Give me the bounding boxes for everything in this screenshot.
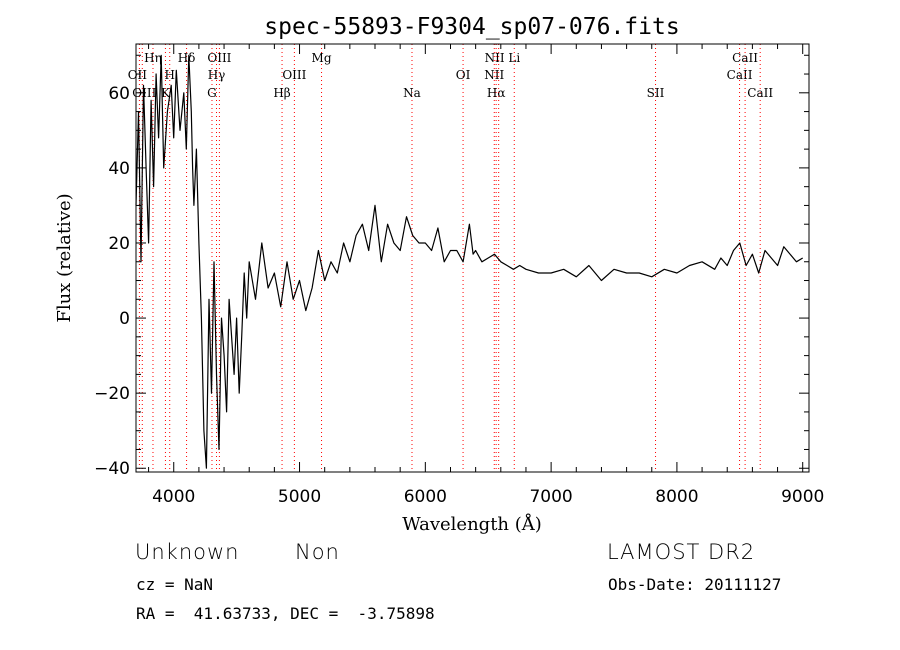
plot-frame: [135, 43, 810, 473]
line-marker-label: Li: [508, 51, 520, 65]
line-marker-label: CaII: [727, 68, 753, 82]
object-class: Unknown: [135, 540, 240, 564]
line-marker-label: G: [207, 86, 217, 100]
line-marker-label: Hη: [144, 51, 162, 65]
y-axis-label: Flux (relative): [54, 193, 75, 322]
line-marker-label: CaII: [747, 86, 773, 100]
survey-name: LAMOST DR2: [607, 540, 756, 564]
line-marker-label: NII: [485, 51, 505, 65]
line-marker-label: Hδ: [178, 51, 196, 65]
line-marker-label: Hα: [487, 86, 506, 100]
redshift-cz: cz = NaN: [136, 575, 214, 594]
x-tick-label: 4000: [152, 487, 195, 507]
line-marker-label: Hγ: [208, 68, 226, 82]
spectrum-line: [135, 54, 804, 469]
line-marker-label: SII: [647, 86, 665, 100]
x-tick-label: 9000: [781, 487, 824, 507]
x-tick-label: 7000: [529, 487, 572, 507]
x-tick-label: 5000: [278, 487, 321, 507]
line-marker-label: Na: [403, 86, 421, 100]
y-tick-label: −40: [94, 459, 130, 479]
coordinates: RA = 41.63733, DEC = -3.75898: [136, 604, 435, 623]
line-marker-label: H: [164, 68, 174, 82]
object-subclass: Non: [295, 540, 340, 564]
line-marker-label: Mg: [312, 51, 332, 65]
line-marker-label: OI: [456, 68, 471, 82]
line-marker-label: OII: [128, 68, 148, 82]
line-marker-label: NII: [484, 68, 504, 82]
x-tick-label: 6000: [404, 487, 447, 507]
y-tick-label: 0: [119, 309, 130, 329]
line-marker-label: K: [161, 86, 171, 100]
line-marker-label: CaII: [732, 51, 758, 65]
line-marker-label: OIII: [207, 51, 231, 65]
line-marker-label: Hβ: [273, 86, 290, 100]
observation-date: Obs-Date: 20111127: [608, 575, 782, 594]
line-marker-label: OIII: [282, 68, 306, 82]
chart-title: spec-55893-F9304_sp07-076.fits: [264, 14, 679, 40]
y-tick-label: −20: [94, 384, 130, 404]
x-axis-label: Wavelength (Å): [402, 513, 542, 535]
y-tick-label: 20: [108, 234, 130, 254]
y-tick-label: 40: [108, 159, 130, 179]
x-tick-label: 8000: [655, 487, 698, 507]
y-tick-label: 60: [108, 84, 130, 104]
